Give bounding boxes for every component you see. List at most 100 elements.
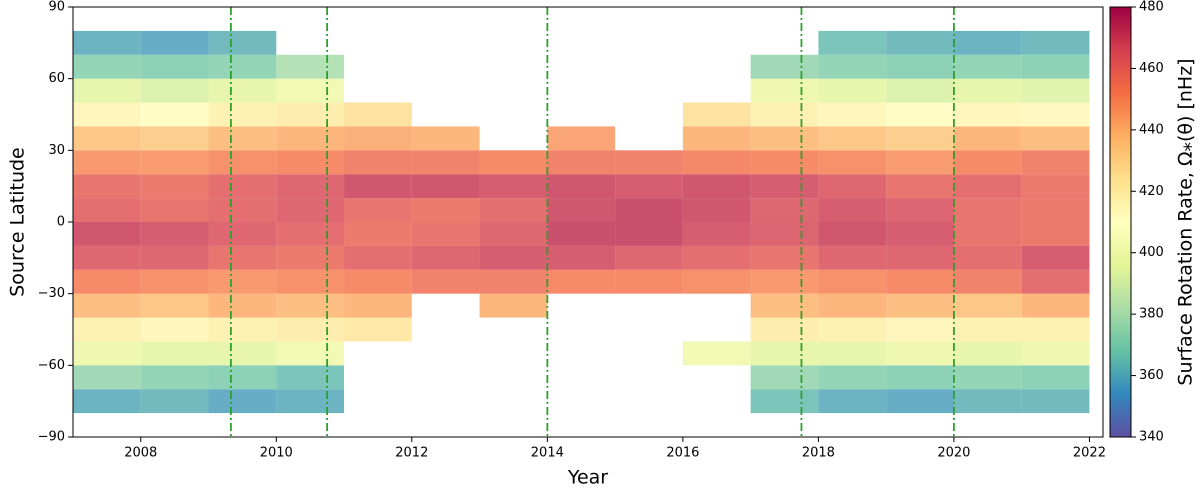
- heatmap-cell: [344, 317, 412, 342]
- heatmap-cell: [208, 198, 277, 222]
- heatmap-cell: [208, 245, 277, 270]
- heatmap-cell: [886, 293, 954, 318]
- heatmap-cell: [750, 150, 819, 175]
- heatmap-cell: [682, 198, 751, 222]
- heatmap-cell: [886, 30, 954, 55]
- heatmap-cell: [750, 78, 819, 103]
- heatmap-cell: [73, 365, 141, 390]
- heatmap-cell: [953, 30, 1022, 55]
- y-tick-label: −30: [38, 286, 65, 301]
- heatmap-cell: [953, 78, 1022, 103]
- heatmap-cell: [140, 245, 209, 270]
- x-tick-label: 2014: [531, 446, 564, 461]
- heatmap-cell: [615, 222, 683, 246]
- colorbar-tick-label: 400: [1139, 245, 1164, 260]
- heatmap-cell: [73, 269, 141, 294]
- heatmap-cell: [344, 245, 412, 270]
- colorbar-tick-label: 380: [1139, 307, 1164, 322]
- heatmap-cell: [276, 198, 345, 222]
- heatmap-cell: [1021, 317, 1090, 342]
- heatmap-cell: [818, 317, 887, 342]
- heatmap-cell: [1021, 269, 1090, 294]
- heatmap-cell: [547, 222, 616, 246]
- heatmap-cell: [818, 78, 887, 103]
- heatmap-cell: [344, 222, 412, 246]
- heatmap-cell: [140, 198, 209, 222]
- colorbar-tick-label: 460: [1139, 61, 1164, 76]
- heatmap-cell: [276, 317, 345, 342]
- heatmap-cell: [818, 198, 887, 222]
- heatmap-cell: [276, 245, 345, 270]
- heatmap-cell: [73, 293, 141, 318]
- heatmap-cell: [208, 317, 277, 342]
- heatmap-cell: [1021, 222, 1090, 246]
- heatmap-cell: [750, 198, 819, 222]
- heatmap-cell: [1021, 389, 1090, 414]
- x-tick-label: 2012: [395, 446, 428, 461]
- heatmap-cell: [818, 102, 887, 127]
- heatmap-cell: [953, 54, 1022, 79]
- heatmap-cell: [140, 222, 209, 246]
- y-tick-label: 90: [48, 0, 65, 15]
- heatmap-cell: [682, 174, 751, 199]
- heatmap-cell: [479, 269, 548, 294]
- heatmap-cell: [1021, 126, 1090, 151]
- heatmap-cell: [818, 150, 887, 175]
- heatmap-cell: [208, 365, 277, 390]
- heatmap-cell: [750, 245, 819, 270]
- heatmap-cell: [1021, 198, 1090, 222]
- heatmap-cell: [818, 126, 887, 151]
- heatmap-cell: [276, 102, 345, 127]
- heatmap-cell: [953, 389, 1022, 414]
- heatmap-cell: [1021, 150, 1090, 175]
- heatmap-cell: [73, 222, 141, 246]
- heatmap-cell: [886, 198, 954, 222]
- heatmap-cell: [818, 54, 887, 79]
- heatmap-cell: [479, 293, 548, 318]
- heatmap-cell: [344, 126, 412, 151]
- heatmap-cell: [750, 269, 819, 294]
- heatmap-cell: [682, 245, 751, 270]
- heatmap-cell: [750, 389, 819, 414]
- heatmap-cell: [276, 126, 345, 151]
- heatmap-cell: [73, 54, 141, 79]
- heatmap-cell: [140, 102, 209, 127]
- heatmap-cell: [953, 341, 1022, 366]
- heatmap-cell: [886, 389, 954, 414]
- heatmap-cell: [344, 150, 412, 175]
- heatmap-cell: [818, 293, 887, 318]
- colorbar-tick-label: 340: [1139, 430, 1164, 445]
- heatmap-cell: [1021, 245, 1090, 270]
- heatmap-cell: [276, 389, 345, 414]
- heatmap-cell: [208, 54, 277, 79]
- heatmap-cell: [547, 245, 616, 270]
- heatmap-cell: [1021, 174, 1090, 199]
- heatmap-cell: [886, 126, 954, 151]
- heatmap-cell: [682, 269, 751, 294]
- heatmap-cell: [750, 174, 819, 199]
- heatmap-cell: [682, 102, 751, 127]
- heatmap-cell: [953, 365, 1022, 390]
- heatmap-cell: [73, 102, 141, 127]
- heatmap-cell: [411, 245, 480, 270]
- heatmap-cell: [547, 150, 616, 175]
- heatmap-cell: [818, 341, 887, 366]
- heatmap-cell: [1021, 54, 1090, 79]
- heatmap-cell: [886, 222, 954, 246]
- heatmap-cell: [73, 174, 141, 199]
- heatmap-cell: [886, 341, 954, 366]
- x-axis-label: Year: [567, 467, 608, 489]
- heatmap-cell: [73, 317, 141, 342]
- colorbar-tick-label: 360: [1139, 368, 1164, 383]
- x-tick-label: 2010: [260, 446, 293, 461]
- heatmap-cell: [140, 150, 209, 175]
- heatmap-cell: [276, 341, 345, 366]
- heatmap-cell: [276, 54, 345, 79]
- heatmap-cell: [208, 30, 277, 55]
- heatmap-cell: [750, 222, 819, 246]
- heatmap-cell: [73, 198, 141, 222]
- heatmap-cell: [73, 30, 141, 55]
- heatmap-cell: [750, 365, 819, 390]
